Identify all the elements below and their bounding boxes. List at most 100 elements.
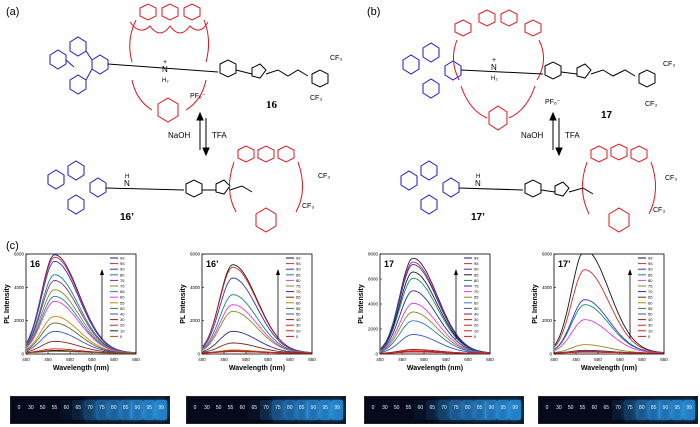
vial-label: 95 [674,405,681,411]
vial-label: 85 [650,405,657,411]
x-tick-label: 600 [464,357,472,362]
scheme-b: N H₂ + PF₆⁻ 17 CF₃ CF₃ NaOH TFA N H 17’ … [400,9,677,233]
chart-compound-label: 17 [384,259,394,269]
vial-label: 0 [193,405,197,411]
legend-entry: 10 [648,328,653,333]
crown-ether-17 [453,9,544,131]
vial [260,400,273,420]
scheme-a: N H₂ + PF₆⁻ 16 CF₃ CF₃ NaOH TFA N H 16’ … [47,3,342,233]
legend-entry: 55 [648,306,653,311]
legend-entry: 55 [120,300,125,305]
spectrum-90 [202,277,312,354]
y-tick-label: 2000 [190,318,201,323]
ammonium-n-17: N [491,63,497,72]
legend-entry: 40 [296,317,301,322]
spectrum-0 [380,351,490,354]
spectrum-60 [380,320,490,354]
vial [473,400,486,420]
vial-label: 90 [134,405,141,411]
y-axis-label: PL Intensity [4,284,11,324]
counterion-17: PF₆⁻ [545,99,561,106]
vial-photo-17: 0 30 50 55 60 65 70 75 80 85 90 95 99 [364,396,524,424]
legend-entry: 60 [474,300,479,305]
legend-entry: 80 [120,272,125,277]
y-tick-label: 2000 [542,318,553,323]
vial [331,400,344,420]
spectrum-70 [380,302,490,354]
y-tick-label: 0 [375,352,378,357]
spectrum-95 [380,261,490,354]
y-tick-label: 6000 [542,252,553,257]
legend-entry: 65 [296,295,301,300]
vial-label: 60 [591,405,598,411]
crown-ether-16 [129,3,210,123]
legend-entry: 65 [120,289,125,294]
x-tick-label: 550 [264,357,272,362]
legend-entry: 55 [296,306,301,311]
vial-label: 60 [63,405,70,411]
vial [659,400,672,420]
chart-compound-label: 17’ [558,259,571,269]
legend-entry: 95 [648,261,653,266]
spectrum-50 [380,334,490,354]
base-label-b: NaOH [521,131,543,140]
y-axis-label: PL Intensity [358,284,365,324]
x-tick-label: 500 [242,357,250,362]
legend-entry: 30 [296,323,301,328]
equilibrium-arrows-b [549,111,563,157]
pl-chart-16-prime: 400 450 500 550 600 6500200040006000Wavelengt… [180,252,316,373]
ammonium-n-16: N [162,65,168,74]
trend-arrow-head [276,269,280,275]
vial-label: 55 [51,405,58,411]
vial [461,400,474,420]
vial-label: 60 [239,405,246,411]
vial-label: 50 [393,405,400,411]
vial-label: 99 [334,405,340,411]
legend-entry: 40 [120,312,125,317]
cf3-bottom-17: CF₃ [645,101,657,108]
legend-entry: 99 [120,256,125,261]
base-label-a: NaOH [168,131,190,140]
y-tick-label: 2000 [14,318,25,323]
legend-entry: 40 [648,317,653,322]
vial-label: 85 [122,405,129,411]
spectrum-75 [380,290,490,354]
vial-label: 50 [215,405,222,411]
legend-entry: 90 [474,267,479,272]
vial-label: 80 [464,405,471,411]
x-tick-label: 550 [88,357,96,362]
ammonium-plus-16: + [163,59,167,66]
amine-n-17-prime: N [475,179,481,188]
x-axis-label: Wavelength (nm) [229,365,285,372]
legend-entry: 80 [474,278,479,283]
amine-n-16-prime: N [124,179,130,188]
vial [426,400,439,420]
y-tick-label: 8000 [368,252,379,257]
y-tick-label: 0 [549,352,552,357]
x-axis-label: Wavelength (nm) [581,365,637,372]
spectrum-99 [380,257,490,354]
legend-entry: 40 [474,312,479,317]
legend-entry: 85 [474,272,479,277]
legend-entry: 95 [120,261,125,266]
spectrum-80 [380,277,490,354]
x-tick-label: 650 [486,357,494,362]
plot-frame [553,253,665,355]
vial [683,400,696,420]
compound-label-17: 17 [601,110,613,121]
vial-label: 90 [488,405,495,411]
trend-arrow-head [628,269,632,275]
legend-entry: 95 [296,261,301,266]
x-tick-label: 450 [220,357,228,362]
x-tick-label: 450 [398,357,406,362]
legend-entry: 99 [296,256,301,261]
vial-label: 55 [405,405,412,411]
trend-arrow-head [100,269,104,275]
legend-entry: 90 [296,267,301,272]
x-tick-label: 650 [660,357,668,362]
vial-label: 80 [286,405,293,411]
cf3-bottom-16: CF₃ [310,95,322,102]
y-tick-label: 2000 [368,327,379,332]
vial [143,400,156,420]
legend-entry: 0 [474,334,477,339]
